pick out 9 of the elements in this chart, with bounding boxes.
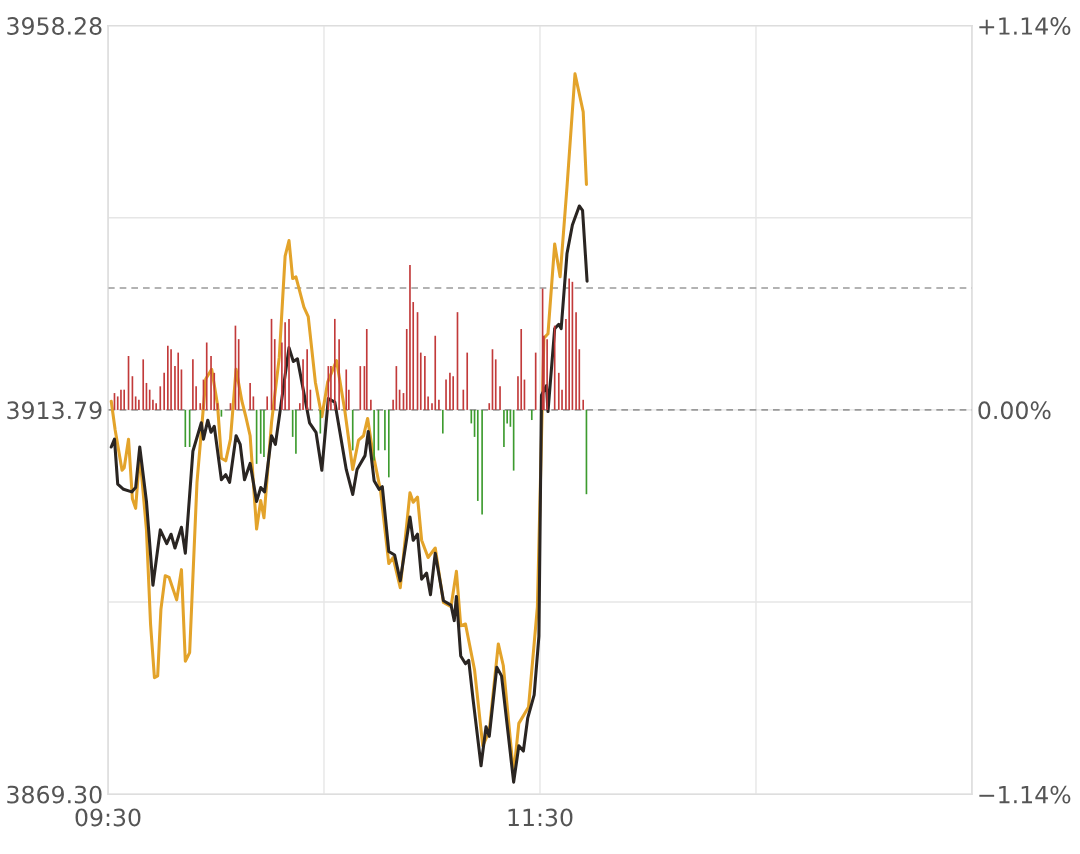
- y2-tick-label: −1.14%: [979, 785, 1071, 804]
- y-tick-label: 3913.79: [7, 401, 102, 420]
- y-tick-label: 3869.30: [7, 785, 102, 804]
- line-series: [109, 204, 589, 784]
- y2-tick-label: 0.00%: [978, 401, 1051, 420]
- y2-tick-label: +1.14%: [979, 17, 1071, 35]
- x-tick-label: 11:30: [508, 808, 573, 827]
- y-tick-label: 3958.28: [7, 17, 102, 35]
- x-tick-label: 09:30: [75, 808, 141, 827]
